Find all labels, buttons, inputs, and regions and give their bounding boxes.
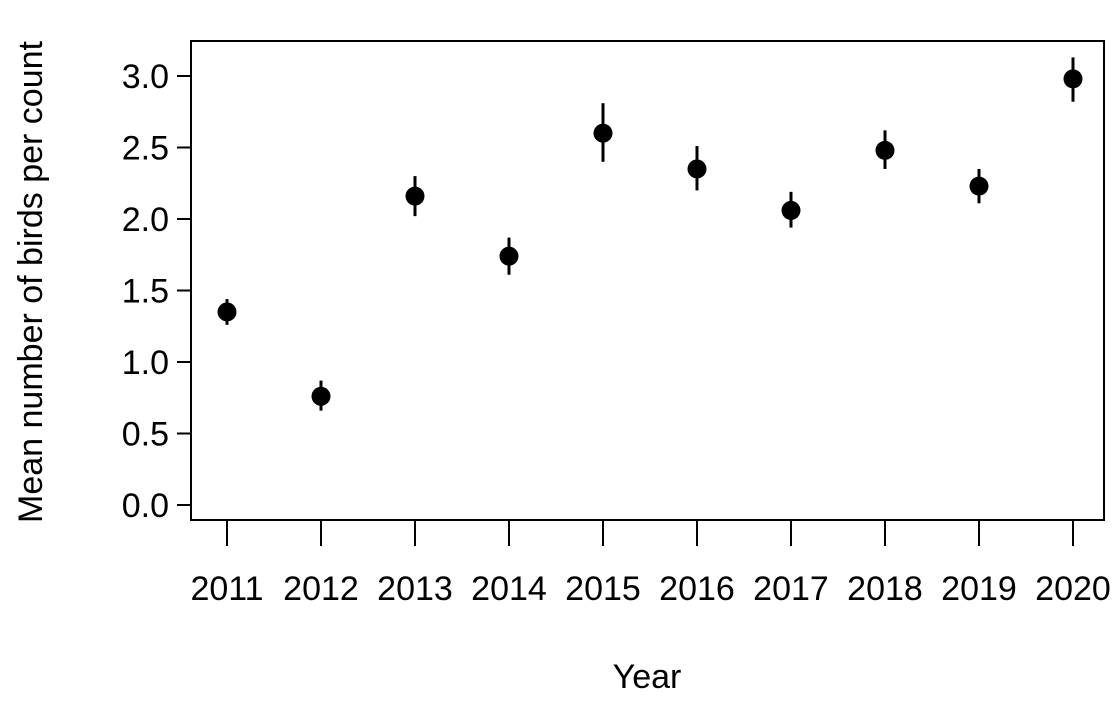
data-point xyxy=(781,200,801,220)
x-tick-label: 2013 xyxy=(377,570,453,608)
y-tick-label: 2.5 xyxy=(122,130,169,168)
data-point xyxy=(875,140,895,160)
data-point xyxy=(405,186,425,206)
x-tick-label: 2011 xyxy=(190,570,263,608)
data-point xyxy=(499,246,519,266)
x-axis-label: Year xyxy=(613,658,682,696)
y-tick-label: 1.5 xyxy=(122,273,169,311)
y-tick-label: 0.5 xyxy=(122,416,169,454)
y-axis: 0.0 0.5 1.0 1.5 2.0 2.5 3.0 xyxy=(122,58,192,525)
y-tick-label: 2.0 xyxy=(122,201,169,239)
x-tick-label: 2012 xyxy=(283,570,359,608)
x-axis: 2011 2012 2013 2014 2015 2016 2017 2018 2019 2020 xyxy=(190,519,1111,608)
data-point xyxy=(217,302,237,322)
x-tick-label: 2014 xyxy=(471,570,547,608)
y-axis-label: Mean number of birds per count xyxy=(12,40,50,522)
data-points xyxy=(217,57,1083,411)
data-point xyxy=(687,159,707,179)
x-tick-label: 2020 xyxy=(1035,570,1111,608)
y-tick-label: 1.0 xyxy=(122,344,169,382)
x-tick-label: 2016 xyxy=(659,570,735,608)
data-point xyxy=(593,123,613,143)
data-point xyxy=(969,176,989,196)
y-tick-label: 0.0 xyxy=(122,487,169,525)
data-point xyxy=(1063,69,1083,89)
data-point xyxy=(311,386,331,406)
y-tick-label: 3.0 xyxy=(122,58,169,96)
x-tick-label: 2015 xyxy=(565,570,641,608)
x-tick-label: 2019 xyxy=(941,570,1017,608)
x-tick-label: 2018 xyxy=(847,570,923,608)
plot-frame xyxy=(190,40,1105,521)
x-tick-label: 2017 xyxy=(753,570,829,608)
